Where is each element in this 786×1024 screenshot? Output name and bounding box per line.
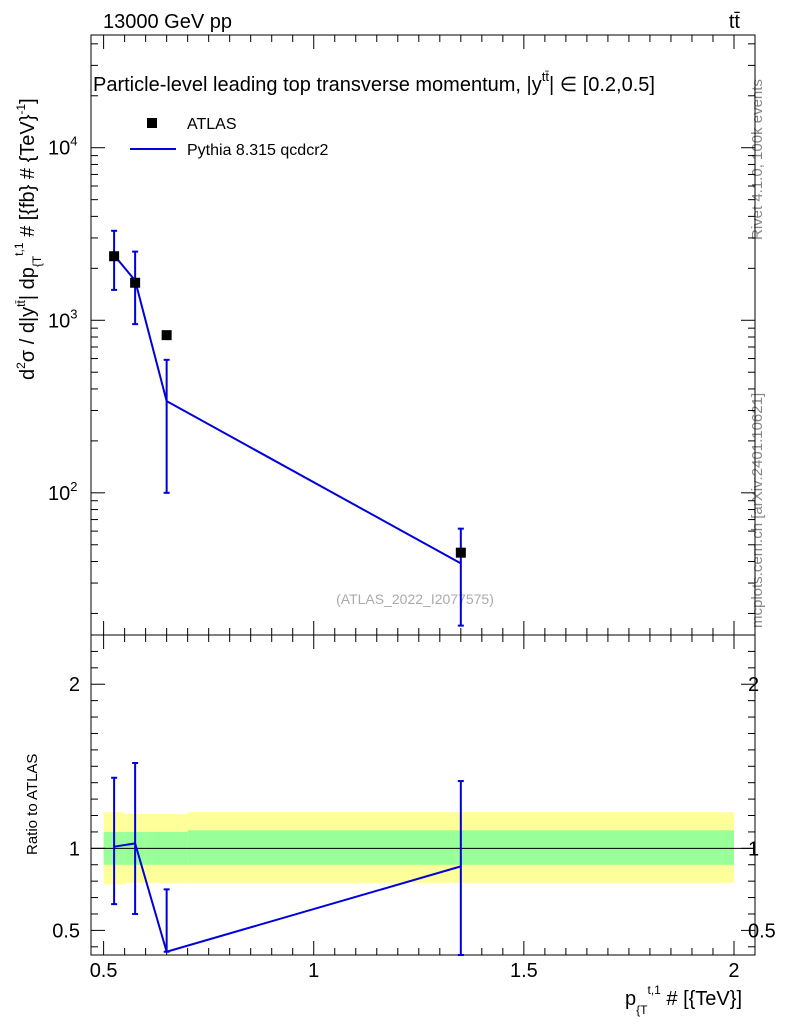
ratio-y-tick-label-left: 1 bbox=[69, 838, 80, 860]
x-tick-label: 1 bbox=[308, 960, 319, 982]
ratio-y-tick-label-right: 2 bbox=[748, 674, 759, 696]
ratio-axis-ticks bbox=[91, 634, 755, 948]
main-y-tick-labels: 104 103 102 bbox=[48, 134, 77, 505]
pythia-curve bbox=[113, 254, 462, 565]
ratio-y-axis-label: Ratio to ATLAS bbox=[24, 754, 41, 855]
ratio-y-tick-label-left: 2 bbox=[69, 674, 80, 696]
ratio-y-tick-label-right: 1 bbox=[748, 838, 759, 860]
main-y-tick-label: 104 bbox=[48, 134, 77, 160]
x-tick-labels: 0.5 1 1.5 2 bbox=[90, 960, 740, 982]
ratio-plot-frame bbox=[90, 634, 756, 956]
legend-atlas-marker bbox=[147, 118, 157, 128]
plot-title-superscript: tt̄ bbox=[542, 69, 550, 84]
main-y-tick-label: 103 bbox=[48, 306, 77, 332]
x-tick-label: 1.5 bbox=[510, 960, 538, 982]
ratio-y-tick-label-right: 0.5 bbox=[748, 920, 776, 942]
x-tick-label: 0.5 bbox=[90, 960, 118, 982]
ratio-pythia-series bbox=[111, 762, 464, 956]
ratio-y-tick-label-left: 0.5 bbox=[52, 920, 80, 942]
x-axis-label: p{Tt,1 # [{TeV}] bbox=[625, 983, 742, 1017]
mcplots-label: mcplots.cern.ch [arXiv:2401.10621] bbox=[749, 393, 766, 628]
x-tick-label: 2 bbox=[728, 960, 739, 982]
main-axis-ticks bbox=[91, 43, 755, 614]
plot-title: Particle-level leading top transverse mo… bbox=[93, 69, 655, 96]
ratio-y-tick-labels: 2 2 1 1 0.5 0.5 bbox=[52, 674, 776, 942]
legend-pythia-label: Pythia 8.315 qcdcr2 bbox=[187, 142, 329, 159]
atlas-data-point bbox=[161, 330, 172, 341]
main-y-tick-label: 102 bbox=[48, 479, 77, 505]
main-pythia-series bbox=[111, 229, 464, 627]
rivet-version-label: Rivet 4.1.0, 100k events bbox=[749, 79, 766, 240]
header-process-label: tt̄ bbox=[729, 11, 741, 33]
x-axis-ticks bbox=[103, 35, 756, 955]
atlas-data-point bbox=[455, 547, 466, 558]
atlas-data-point bbox=[109, 251, 120, 262]
analysis-id-watermark: (ATLAS_2022_I2077575) bbox=[336, 591, 494, 607]
legend-atlas-label: ATLAS bbox=[187, 116, 237, 133]
atlas-data-point bbox=[130, 277, 141, 288]
main-y-axis-label: d2σ / d|ytt̄| dp{Tt,1 # [{fb} # {TeV}-1] bbox=[12, 98, 44, 380]
header-energy-label: 13000 GeV pp bbox=[103, 11, 232, 33]
plot-title-tail: | ∈ [0.2,0.5] bbox=[549, 74, 655, 96]
main-atlas-series bbox=[109, 251, 466, 558]
ratio-pythia-curve bbox=[113, 842, 462, 953]
